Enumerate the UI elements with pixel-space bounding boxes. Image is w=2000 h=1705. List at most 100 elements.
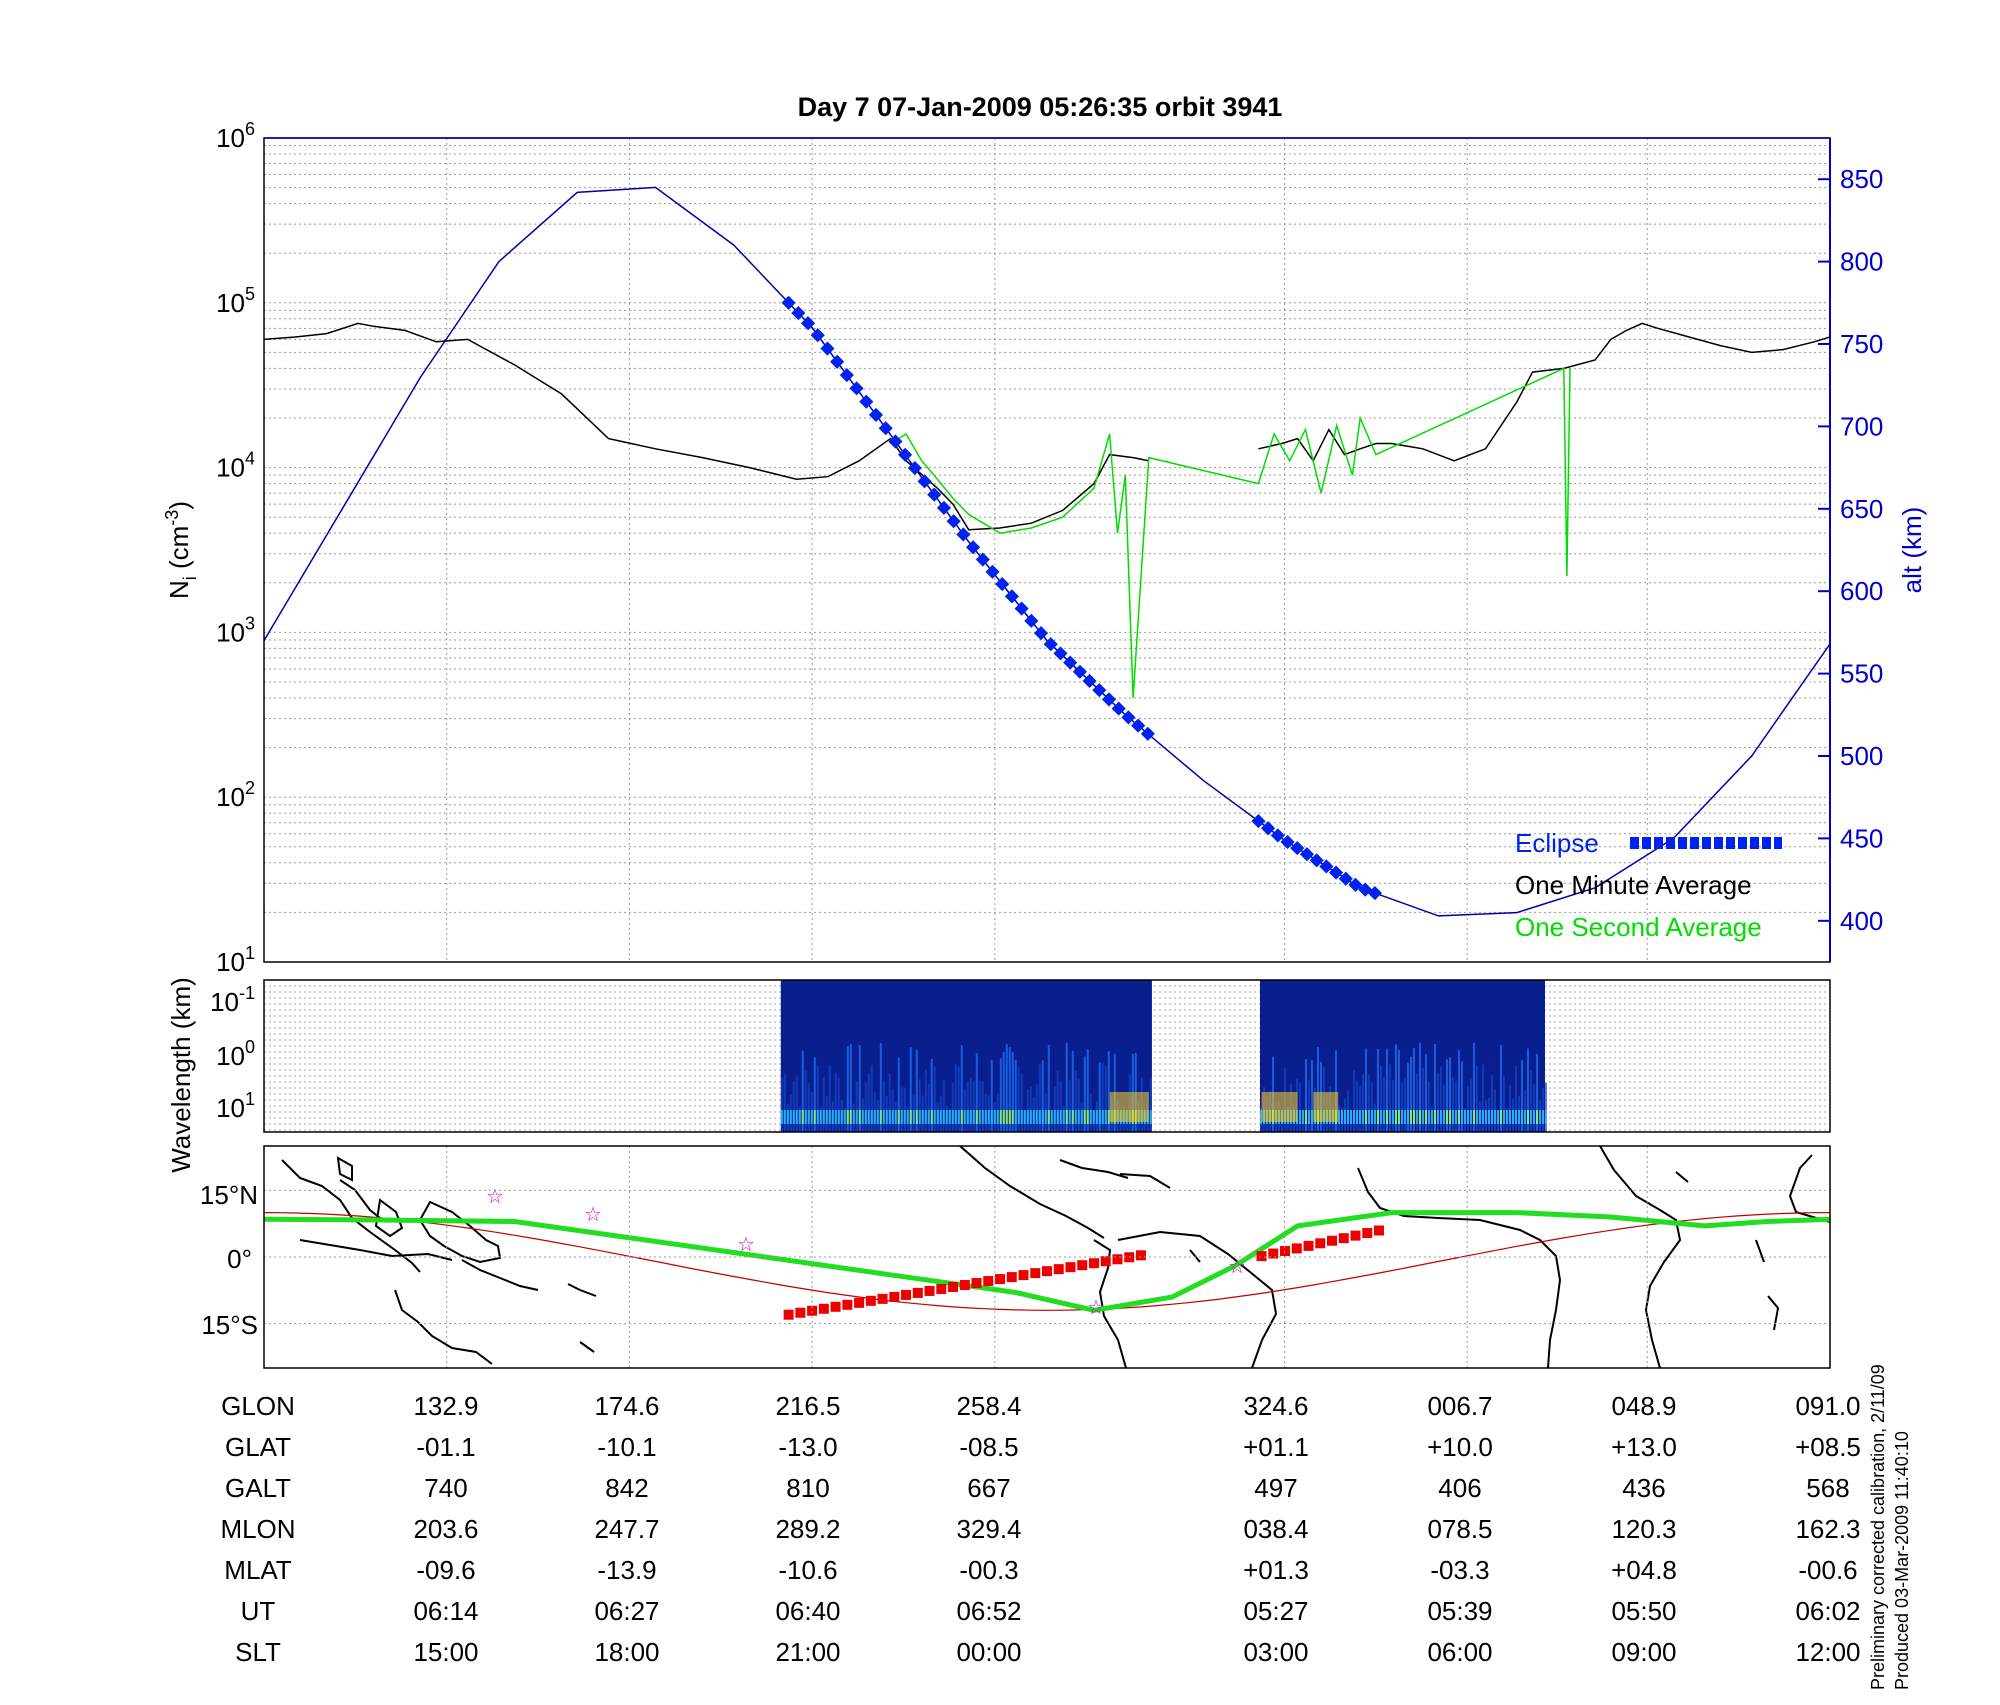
spectrogram-column — [1427, 1110, 1430, 1124]
spectrogram-column — [909, 1047, 912, 1132]
eclipse-marker — [975, 552, 990, 567]
spectrogram-column — [1352, 1069, 1355, 1132]
spectrogram-column — [828, 1064, 831, 1132]
y-tick-label: 104 — [216, 449, 255, 483]
eclipse-marker — [995, 577, 1010, 592]
spectrogram-column — [981, 1081, 984, 1132]
table-cell: 258.4 — [956, 1391, 1021, 1421]
spectrogram-column — [1394, 1110, 1397, 1124]
spectrogram-column — [969, 1110, 972, 1124]
spectrogram-column — [1445, 1059, 1448, 1132]
eclipse-track-marker — [1350, 1230, 1361, 1241]
spectrogram-column — [867, 1073, 870, 1132]
spectrogram-column — [939, 1110, 942, 1124]
table-row-label: UT — [241, 1596, 276, 1626]
spectrogram-column — [1008, 1047, 1011, 1132]
eclipse-track-marker — [1053, 1264, 1064, 1275]
spectrogram-column — [1002, 1110, 1005, 1124]
spectrogram-column — [1478, 1110, 1481, 1124]
spectrogram-column — [993, 1110, 996, 1124]
spectrogram-column — [1068, 1080, 1071, 1132]
spectrogram-column — [1535, 1110, 1538, 1124]
table-cell: 247.7 — [594, 1514, 659, 1544]
spectrogram-column — [825, 1110, 828, 1124]
spectrogram-column — [951, 1083, 954, 1132]
spectrogram-column — [1083, 1056, 1086, 1132]
table-cell: -00.3 — [959, 1555, 1018, 1585]
spectrogram-column — [900, 1087, 903, 1132]
spectrogram-column — [858, 1045, 861, 1132]
table-row-label: SLT — [235, 1637, 281, 1667]
spectrogram-column — [1059, 1110, 1062, 1124]
spectrogram-tick-label: 10-1 — [210, 983, 255, 1017]
eclipse-track-marker — [924, 1285, 935, 1296]
series-line — [1258, 322, 1830, 463]
spectrogram-y-ticks: 10-1 100 101 — [210, 983, 255, 1123]
y2-tick-label: 600 — [1840, 576, 1883, 606]
table-cell: 162.3 — [1795, 1514, 1860, 1544]
spectrogram-column — [1391, 1110, 1394, 1124]
eclipse-marker — [907, 460, 922, 476]
spectrogram-column — [1538, 1110, 1541, 1124]
eclipse-marker — [1270, 828, 1285, 843]
spectrogram-column — [816, 1065, 819, 1132]
spectrogram-column — [1418, 1110, 1421, 1124]
spectrogram-column — [804, 1110, 807, 1124]
spectrogram-column — [975, 1110, 978, 1124]
spectrogram-column — [798, 1110, 801, 1124]
spectrogram-column — [870, 1110, 873, 1124]
spectrogram-column — [1442, 1084, 1445, 1132]
eclipse-track-marker — [1362, 1228, 1373, 1239]
spectrogram-column — [1466, 1086, 1469, 1132]
star-icon: ☆ — [737, 1234, 755, 1256]
spectrogram-column — [915, 1050, 918, 1132]
spectrogram-column — [1466, 1110, 1469, 1124]
spectrogram-column — [1472, 1042, 1475, 1132]
eclipse-track-marker — [1291, 1243, 1302, 1254]
spectrogram-column — [1529, 1070, 1532, 1132]
spectrogram-column — [1421, 1110, 1424, 1124]
y2-tick-label: 700 — [1840, 411, 1883, 441]
spectrogram-column — [942, 1110, 945, 1124]
spectrogram-column — [1014, 1059, 1017, 1132]
spectrogram-column — [1436, 1110, 1439, 1124]
spectrogram-column — [1017, 1067, 1020, 1132]
spectrogram-column — [792, 1110, 795, 1124]
table-cell: 06:02 — [1795, 1596, 1860, 1626]
spectrogram-column — [1523, 1110, 1526, 1124]
y2-tick-label: 550 — [1840, 659, 1883, 689]
spectrogram-column — [1403, 1077, 1406, 1132]
eclipse-track-marker — [795, 1307, 806, 1318]
spectrogram-column — [1502, 1075, 1505, 1132]
table-cell: 006.7 — [1427, 1391, 1492, 1421]
eclipse-track-marker — [901, 1289, 912, 1300]
spectrogram-column — [876, 1110, 879, 1124]
spectrogram-column — [1364, 1048, 1367, 1132]
table-cell: +13.0 — [1611, 1432, 1677, 1462]
star-icon: ☆ — [1228, 1256, 1246, 1278]
spectrogram-column — [1424, 1110, 1427, 1124]
table-cell: -03.3 — [1430, 1555, 1489, 1585]
side-note-line2: Produced 03-Mar-2009 11:40:10 — [1892, 1431, 1912, 1690]
eclipse-track-marker — [1315, 1238, 1326, 1249]
spectrogram-column — [1301, 1110, 1304, 1124]
spectrogram-column — [960, 1110, 963, 1124]
eclipse-track-marker — [1112, 1254, 1123, 1265]
magnetic-equator — [264, 1212, 1830, 1311]
table-cell: -00.6 — [1798, 1555, 1857, 1585]
spectrogram-column — [1451, 1110, 1454, 1124]
spectrogram-column — [885, 1110, 888, 1124]
eclipse-track-marker — [807, 1305, 818, 1316]
ground-track — [264, 1210, 1830, 1313]
spectrogram-column — [1400, 1082, 1403, 1132]
eclipse-marker — [800, 316, 816, 331]
spectrogram-column — [1053, 1110, 1056, 1124]
spectrogram-column — [1259, 1110, 1262, 1124]
y-tick-label: 103 — [216, 613, 255, 647]
spectrogram-column — [1304, 1059, 1307, 1132]
table-cell: -08.5 — [959, 1432, 1018, 1462]
spectrogram-column — [1017, 1110, 1020, 1124]
spectrogram-column — [924, 1069, 927, 1132]
spectrogram-column — [1451, 1076, 1454, 1132]
spectrogram-column — [843, 1110, 846, 1124]
